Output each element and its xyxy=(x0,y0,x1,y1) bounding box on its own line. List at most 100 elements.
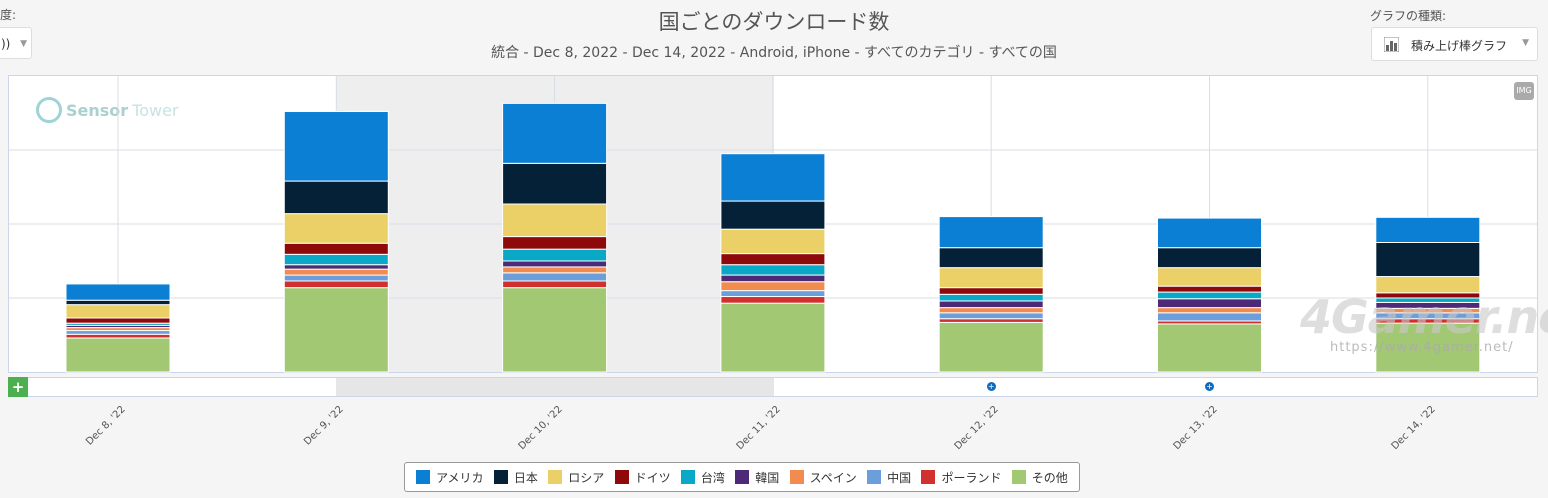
site-watermark: 4Gamer.net xyxy=(1300,290,1548,344)
bar-segment[interactable] xyxy=(1157,323,1262,373)
bar-segment[interactable] xyxy=(720,281,826,292)
add-button[interactable]: + xyxy=(8,377,28,397)
legend-label: 韓国 xyxy=(755,470,780,485)
legend-swatch xyxy=(493,470,508,484)
bar-segment[interactable] xyxy=(65,333,171,339)
bar-segment[interactable] xyxy=(720,153,826,202)
legend-swatch xyxy=(680,470,695,484)
bar-segment[interactable] xyxy=(502,260,608,268)
bar-segment[interactable] xyxy=(938,312,1044,320)
sensortower-logo-icon xyxy=(36,97,62,123)
bar-segment[interactable] xyxy=(1157,298,1262,309)
legend-swatch xyxy=(867,470,882,484)
legend-item[interactable]: ポーランド xyxy=(921,469,1001,486)
bar-segment[interactable] xyxy=(938,321,1044,373)
bar-segment[interactable] xyxy=(938,293,1044,302)
legend-item[interactable]: その他 xyxy=(1011,469,1068,486)
bar-segment[interactable] xyxy=(283,213,389,244)
chart-type-value: 積み上げ棒グラフ xyxy=(1411,39,1508,53)
bar-segment[interactable] xyxy=(65,330,171,335)
site-watermark-url: https://www.4gamer.net/ xyxy=(1330,340,1514,355)
legend-swatch xyxy=(921,470,936,484)
bar-segment[interactable] xyxy=(720,274,826,283)
bar-segment[interactable] xyxy=(502,287,608,373)
bar-segment[interactable] xyxy=(1157,285,1262,293)
bar-segment[interactable] xyxy=(1157,291,1262,300)
bar-segment[interactable] xyxy=(283,274,389,282)
legend-item[interactable]: 台湾 xyxy=(680,469,725,486)
bar-segment[interactable] xyxy=(502,248,608,262)
bar-segment[interactable] xyxy=(720,253,826,266)
bar-segment[interactable] xyxy=(938,216,1044,249)
bar-segment[interactable] xyxy=(720,302,826,373)
legend-item[interactable]: 日本 xyxy=(493,469,538,486)
chevron-down-icon: ▼ xyxy=(1522,38,1529,48)
bar-segment[interactable] xyxy=(283,242,389,255)
bar-segment[interactable] xyxy=(283,280,389,289)
bar-segment[interactable] xyxy=(65,283,171,301)
bar-segment[interactable] xyxy=(1157,312,1262,322)
chart-type-select[interactable]: 積み上げ棒グラフ ▼ xyxy=(1371,27,1538,61)
bar-segment[interactable] xyxy=(502,266,608,274)
bar-segment[interactable] xyxy=(502,272,608,282)
bar-segment[interactable] xyxy=(938,300,1044,309)
bar-segment[interactable] xyxy=(938,307,1044,314)
bar-segment[interactable] xyxy=(938,247,1044,269)
legend-item[interactable]: 韓国 xyxy=(735,469,779,486)
legend-swatch xyxy=(1011,470,1026,484)
bar-segment[interactable] xyxy=(283,287,389,373)
bar-segment[interactable] xyxy=(283,268,389,276)
bar-segment[interactable] xyxy=(1375,322,1481,373)
sensortower-logo: Sensor Tower xyxy=(36,97,179,123)
legend-swatch xyxy=(416,470,431,484)
legend-label: 日本 xyxy=(513,470,538,485)
bar-segment[interactable] xyxy=(938,287,1044,295)
bar-segment[interactable] xyxy=(502,162,608,205)
legend-label: 中国 xyxy=(887,470,912,485)
bar-segment[interactable] xyxy=(283,111,389,182)
bar-segment[interactable] xyxy=(720,290,826,298)
legend-item[interactable]: アメリカ xyxy=(416,469,484,486)
chart-type-label: グラフの種類: xyxy=(1370,9,1447,23)
bar-segment[interactable] xyxy=(65,337,171,373)
legend-item[interactable]: ロシア xyxy=(548,469,604,486)
bar-segment[interactable] xyxy=(502,236,608,250)
legend-label: スペイン xyxy=(809,470,857,485)
bar-segment[interactable] xyxy=(720,200,826,230)
bar-segment[interactable] xyxy=(283,253,389,266)
chart-title: 国ごとのダウンロード数 xyxy=(658,10,890,34)
bar-segment[interactable] xyxy=(502,102,608,164)
bar-segment[interactable] xyxy=(720,264,826,276)
bar-segment[interactable] xyxy=(283,264,389,270)
bar-segment[interactable] xyxy=(1157,217,1262,249)
bar-segment[interactable] xyxy=(65,299,171,306)
bar-segment[interactable] xyxy=(1375,216,1481,243)
bar-segment[interactable] xyxy=(1375,242,1481,278)
bar-segment[interactable] xyxy=(938,318,1044,323)
bar-segment[interactable] xyxy=(502,280,608,289)
legend: アメリカ 日本 ロシア ドイツ 台湾 韓国 スペイン 中国 ポーランド その他 xyxy=(404,462,1080,492)
legend-swatch xyxy=(614,470,629,484)
logo-text-2: Tower xyxy=(132,100,179,120)
bar-segment[interactable] xyxy=(1157,307,1262,314)
legend-item[interactable]: ドイツ xyxy=(614,469,671,486)
granularity-select[interactable]: )) ▼ xyxy=(0,27,32,59)
bar-segment[interactable] xyxy=(65,304,171,319)
logo-text-1: Sensor xyxy=(66,100,129,120)
bar-segment[interactable] xyxy=(1157,267,1262,287)
bar-segment[interactable] xyxy=(502,203,608,238)
bar-segment[interactable] xyxy=(283,180,389,215)
legend-item[interactable]: 中国 xyxy=(867,469,911,486)
bar-segment[interactable] xyxy=(65,317,171,324)
export-image-button[interactable]: IMG xyxy=(1514,82,1534,100)
event-marker-icon[interactable]: + xyxy=(1205,382,1214,391)
bar-segment[interactable] xyxy=(720,228,826,255)
bar-segment[interactable] xyxy=(720,296,826,304)
bar-segment[interactable] xyxy=(1157,247,1262,269)
chart-subtitle: 統合 - Dec 8, 2022 - Dec 14, 2022 - Androi… xyxy=(491,45,1057,61)
bar-segment[interactable] xyxy=(938,267,1044,289)
range-navigator-selection[interactable] xyxy=(336,378,774,396)
bar-chart-icon xyxy=(1384,37,1399,52)
legend-item[interactable]: スペイン xyxy=(789,469,857,486)
event-marker-icon[interactable]: + xyxy=(986,382,996,391)
